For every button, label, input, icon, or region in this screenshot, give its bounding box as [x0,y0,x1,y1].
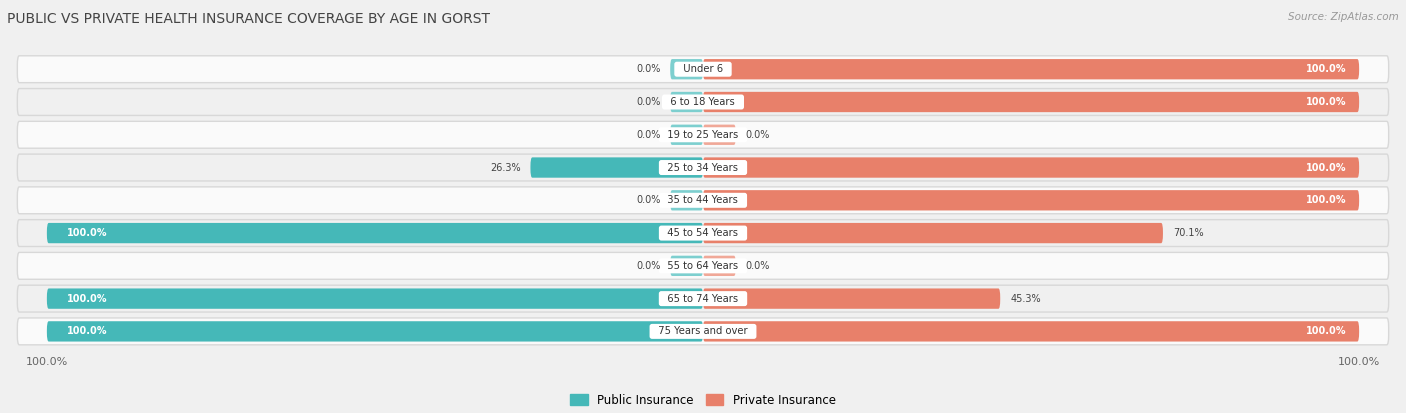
Text: 100.0%: 100.0% [66,228,107,238]
Text: PUBLIC VS PRIVATE HEALTH INSURANCE COVERAGE BY AGE IN GORST: PUBLIC VS PRIVATE HEALTH INSURANCE COVER… [7,12,491,26]
FancyBboxPatch shape [17,252,1389,279]
Text: 100.0%: 100.0% [1306,195,1346,205]
Text: 100.0%: 100.0% [1306,163,1346,173]
Text: 19 to 25 Years: 19 to 25 Years [661,130,745,140]
FancyBboxPatch shape [703,288,1000,309]
FancyBboxPatch shape [703,190,1360,211]
FancyBboxPatch shape [17,88,1389,115]
Text: Under 6: Under 6 [676,64,730,74]
Text: 45.3%: 45.3% [1010,294,1040,304]
FancyBboxPatch shape [671,92,703,112]
Text: 0.0%: 0.0% [636,97,661,107]
Text: 6 to 18 Years: 6 to 18 Years [665,97,741,107]
FancyBboxPatch shape [530,157,703,178]
FancyBboxPatch shape [17,187,1389,214]
FancyBboxPatch shape [17,285,1389,312]
Text: 100.0%: 100.0% [1306,97,1346,107]
FancyBboxPatch shape [46,223,703,243]
Text: 55 to 64 Years: 55 to 64 Years [661,261,745,271]
FancyBboxPatch shape [17,121,1389,148]
Text: 100.0%: 100.0% [1306,326,1346,336]
FancyBboxPatch shape [703,256,735,276]
Text: 45 to 54 Years: 45 to 54 Years [661,228,745,238]
Text: Source: ZipAtlas.com: Source: ZipAtlas.com [1288,12,1399,22]
Text: 35 to 44 Years: 35 to 44 Years [661,195,745,205]
FancyBboxPatch shape [46,288,703,309]
FancyBboxPatch shape [17,154,1389,181]
Text: 0.0%: 0.0% [636,130,661,140]
Text: 0.0%: 0.0% [636,261,661,271]
FancyBboxPatch shape [17,56,1389,83]
Legend: Public Insurance, Private Insurance: Public Insurance, Private Insurance [565,389,841,411]
Text: 0.0%: 0.0% [636,64,661,74]
FancyBboxPatch shape [671,256,703,276]
FancyBboxPatch shape [703,157,1360,178]
FancyBboxPatch shape [703,125,735,145]
FancyBboxPatch shape [703,92,1360,112]
FancyBboxPatch shape [17,220,1389,247]
Text: 100.0%: 100.0% [1306,64,1346,74]
Text: 25 to 34 Years: 25 to 34 Years [661,163,745,173]
FancyBboxPatch shape [17,318,1389,345]
FancyBboxPatch shape [46,321,703,342]
Text: 0.0%: 0.0% [636,195,661,205]
Text: 65 to 74 Years: 65 to 74 Years [661,294,745,304]
Text: 0.0%: 0.0% [745,130,770,140]
Text: 75 Years and over: 75 Years and over [652,326,754,336]
FancyBboxPatch shape [671,59,703,79]
Text: 100.0%: 100.0% [66,294,107,304]
Text: 70.1%: 70.1% [1173,228,1204,238]
Text: 100.0%: 100.0% [66,326,107,336]
FancyBboxPatch shape [703,223,1163,243]
Text: 26.3%: 26.3% [489,163,520,173]
FancyBboxPatch shape [671,125,703,145]
FancyBboxPatch shape [703,59,1360,79]
FancyBboxPatch shape [671,190,703,211]
FancyBboxPatch shape [703,321,1360,342]
Text: 0.0%: 0.0% [745,261,770,271]
